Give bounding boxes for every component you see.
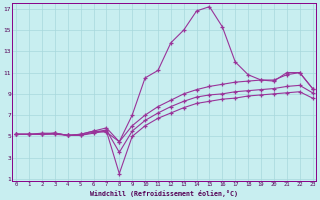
X-axis label: Windchill (Refroidissement éolien,°C): Windchill (Refroidissement éolien,°C): [90, 190, 238, 197]
